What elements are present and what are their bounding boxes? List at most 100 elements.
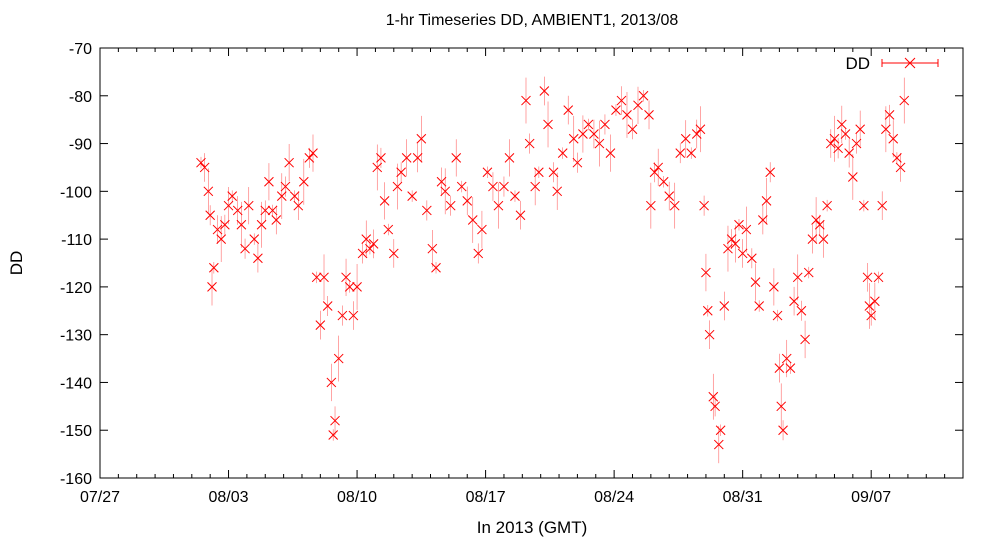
data-point <box>781 353 792 364</box>
y-tick-label: -140 <box>60 375 92 392</box>
data-point <box>776 401 787 412</box>
data-point <box>326 377 337 388</box>
y-tick-label: -110 <box>61 232 92 249</box>
data-point <box>761 196 772 206</box>
data-point <box>864 301 875 311</box>
data-point <box>236 219 247 230</box>
data-point <box>557 148 568 158</box>
data-point <box>611 105 621 115</box>
data-point <box>499 181 509 192</box>
data-point <box>649 167 660 178</box>
data-point <box>427 243 438 254</box>
data-point <box>271 215 282 225</box>
y-tick-label: -150 <box>60 423 92 440</box>
data-point <box>416 133 427 144</box>
data-point <box>741 224 752 235</box>
data-point <box>319 272 329 283</box>
data-point <box>737 248 748 259</box>
x-tick-label: 09/07 <box>851 489 891 506</box>
data-point <box>723 243 733 254</box>
data-point <box>543 119 553 130</box>
data-point <box>730 239 741 249</box>
data-point <box>473 248 484 259</box>
data-point <box>451 153 462 163</box>
data-point <box>196 157 206 168</box>
data-point <box>521 95 531 106</box>
data-point <box>203 186 214 197</box>
data-point <box>344 282 355 292</box>
data-point <box>563 105 574 115</box>
data-point <box>240 243 250 254</box>
data-point <box>870 296 880 307</box>
data-point <box>207 282 217 292</box>
data-point <box>298 176 309 187</box>
data-point <box>877 200 888 211</box>
data-point <box>818 234 829 244</box>
y-axis-label: DD <box>7 251 26 276</box>
y-tick-label: -130 <box>60 328 92 345</box>
data-point <box>734 219 744 230</box>
data-point <box>284 157 294 168</box>
data-point <box>436 176 447 187</box>
x-axis-label: In 2013 (GMT) <box>477 518 588 537</box>
legend: DD <box>845 54 939 73</box>
data-point <box>645 200 656 211</box>
data-point <box>223 200 234 211</box>
data-point <box>412 153 423 163</box>
data-point <box>280 181 291 192</box>
data-point <box>467 215 478 225</box>
data-point <box>232 205 243 216</box>
data-point <box>715 425 726 436</box>
data-point <box>330 415 340 426</box>
data-point <box>431 262 441 273</box>
chart-title: 1-hr Timeseries DD, AMBIENT1, 2013/08 <box>386 12 679 29</box>
data-point <box>199 162 210 173</box>
plot-area <box>196 76 910 464</box>
data-point <box>407 191 418 201</box>
data-point <box>814 219 825 230</box>
data-point <box>488 181 498 192</box>
data-point <box>796 305 807 316</box>
data-point <box>800 334 810 345</box>
data-point <box>249 234 260 244</box>
data-point <box>328 430 339 440</box>
data-point <box>858 200 869 211</box>
data-point <box>704 329 715 340</box>
data-point <box>368 239 379 249</box>
data-point <box>765 167 776 178</box>
data-point <box>653 162 664 173</box>
data-point <box>892 153 902 163</box>
data-point <box>789 296 799 307</box>
data-point <box>644 110 654 120</box>
data-point <box>811 215 821 225</box>
data-point <box>208 262 219 273</box>
data-point <box>803 267 814 278</box>
data-point <box>658 176 669 187</box>
data-point <box>341 272 351 283</box>
data-point <box>605 148 616 158</box>
data-point <box>847 172 858 182</box>
data-point <box>401 153 412 163</box>
y-tick-label: -100 <box>60 184 92 201</box>
data-point <box>633 100 643 111</box>
data-point <box>822 200 832 211</box>
data-point <box>774 363 785 373</box>
data-point <box>675 148 686 158</box>
data-point <box>583 119 594 130</box>
data-point <box>840 129 851 139</box>
data-point <box>726 234 737 244</box>
data-point <box>638 90 649 101</box>
data-point <box>758 215 768 225</box>
data-point <box>792 272 803 283</box>
data-point <box>504 153 515 163</box>
data-point <box>256 219 267 230</box>
data-point <box>361 234 372 244</box>
data-point <box>895 162 906 173</box>
data-point <box>253 253 263 264</box>
data-point <box>785 363 796 373</box>
data-point <box>308 148 318 158</box>
y-tick-label: -90 <box>69 137 92 154</box>
data-point <box>388 248 399 259</box>
